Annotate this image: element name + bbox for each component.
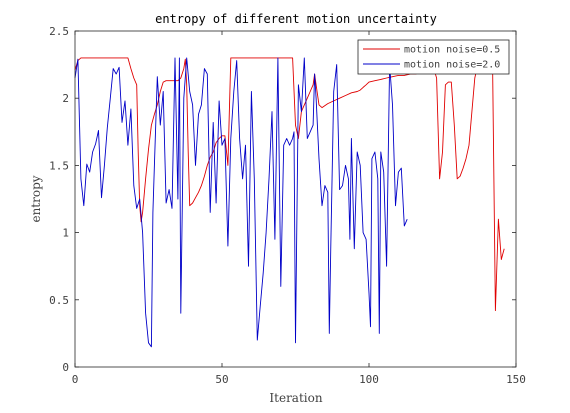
legend: motion noise=0.5 motion noise=2.0 — [357, 39, 510, 75]
legend-label-2: motion noise=2.0 — [404, 60, 500, 71]
y-tick-label: 2.5 — [49, 25, 69, 38]
legend-box — [357, 39, 510, 75]
x-axis-title: Iteration — [269, 391, 322, 405]
x-tick-label: 0 — [72, 373, 79, 386]
chart-title: entropy of different motion uncertainty — [155, 12, 437, 26]
x-axis: 0 50 100 150 — [72, 31, 526, 386]
y-axis-title: entropy — [29, 175, 43, 222]
x-tick-label: 50 — [215, 373, 228, 386]
x-tick-label: 150 — [506, 373, 526, 386]
y-tick-label: 1.5 — [49, 159, 69, 172]
plot-frame — [74, 30, 517, 368]
series-layer — [74, 57, 505, 348]
y-tick-label: 0.5 — [49, 294, 69, 307]
y-tick-label: 1 — [62, 227, 69, 240]
series-line-2 — [74, 57, 408, 348]
y-axis: 0 0.5 1 1.5 2 2.5 — [49, 25, 516, 374]
y-tick-label: 0 — [62, 361, 69, 374]
y-tick-label: 2 — [62, 92, 69, 105]
x-tick-label: 100 — [359, 373, 379, 386]
legend-label-1: motion noise=0.5 — [404, 45, 500, 56]
series-line-1 — [74, 57, 505, 312]
